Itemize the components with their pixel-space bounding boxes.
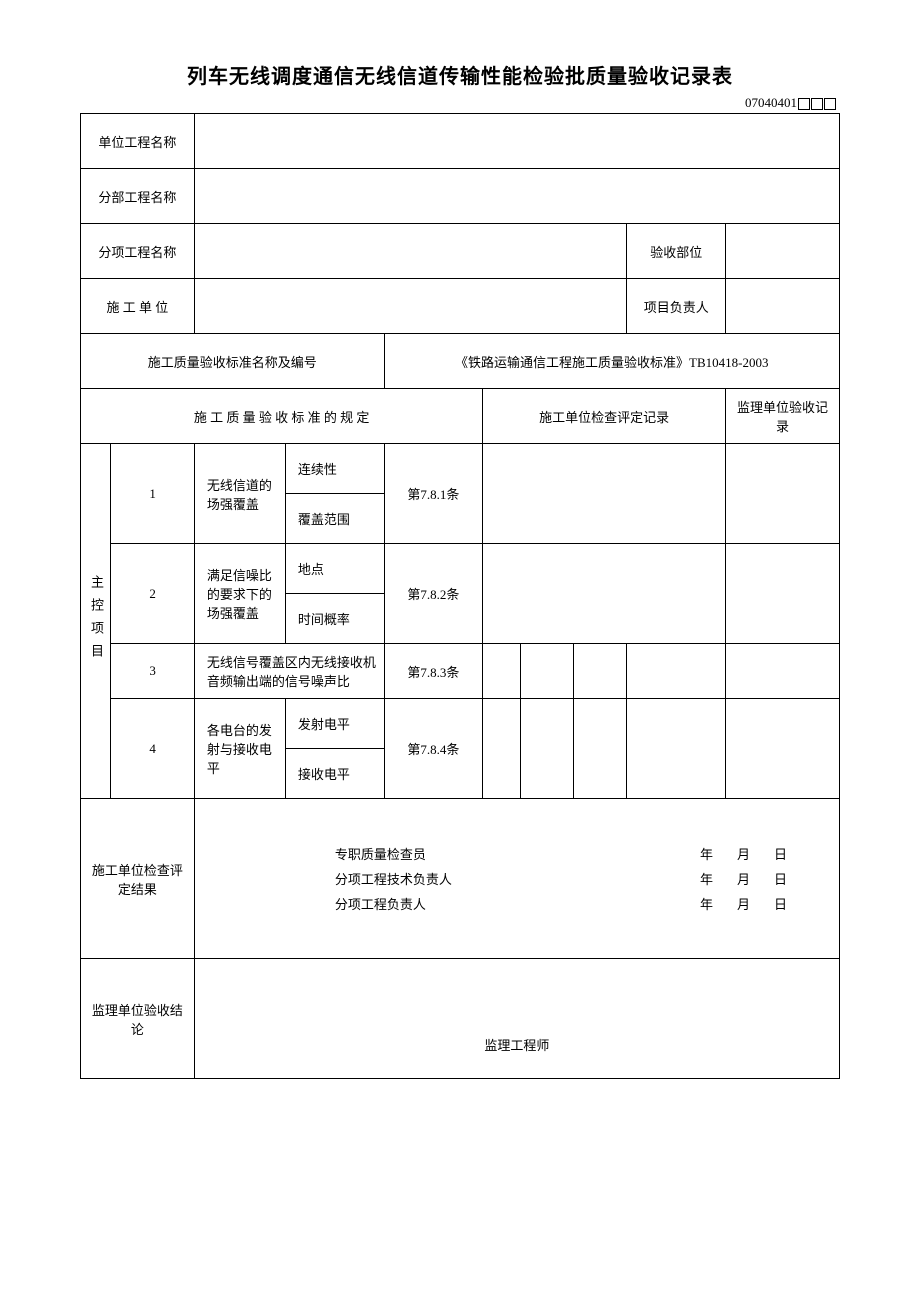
project-leader-value [726, 279, 840, 334]
project-manager-label: 分项工程负责人 [335, 894, 426, 913]
item-1-desc: 无线信道的场强覆盖 [194, 444, 285, 544]
item-2-sub2: 时间概率 [285, 594, 384, 644]
date-2: 年月日 [688, 869, 799, 888]
acceptance-unit-label: 验收部位 [627, 224, 726, 279]
item-project-value [194, 224, 627, 279]
item-project-label: 分项工程名称 [81, 224, 195, 279]
unit-project-value [194, 114, 839, 169]
supervision-record-header: 监理单位验收记录 [726, 389, 840, 444]
date-3: 年月日 [688, 894, 799, 913]
item-4-desc: 各电台的发射与接收电平 [194, 699, 285, 799]
supervision-engineer-label: 监理工程师 [484, 1038, 549, 1053]
inspection-table: 单位工程名称 分部工程名称 分项工程名称 验收部位 施 工 单 位 项目负责人 … [80, 113, 840, 1079]
item-4-sub2: 接收电平 [285, 749, 384, 799]
item-4-r4 [627, 699, 726, 799]
quality-inspector-label: 专职质量检查员 [335, 844, 426, 863]
checkbox-1 [798, 98, 810, 110]
item-1-num: 1 [111, 444, 194, 544]
form-code: 07040401 [80, 95, 840, 111]
item-3-r1 [483, 644, 521, 699]
sub-project-label: 分部工程名称 [81, 169, 195, 224]
item-4-sub1: 发射电平 [285, 699, 384, 749]
item-3-supervision [726, 644, 840, 699]
inspection-result-block: 专职质量检查员 年月日 分项工程技术负责人 年月日 分项工程负责人 年月日 [194, 799, 839, 959]
checkbox-2 [811, 98, 823, 110]
item-2-num: 2 [111, 544, 194, 644]
item-3-desc: 无线信号覆盖区内无线接收机音频输出端的信号噪声比 [194, 644, 384, 699]
construction-unit-label: 施 工 单 位 [81, 279, 195, 334]
standard-rules-header: 施 工 质 量 验 收 标 准 的 规 定 [81, 389, 483, 444]
item-2-supervision [726, 544, 840, 644]
construction-unit-value [194, 279, 627, 334]
item-3-clause: 第7.8.3条 [384, 644, 483, 699]
standard-value: 《铁路运输通信工程施工质量验收标准》TB10418-2003 [384, 334, 839, 389]
checkbox-3 [824, 98, 836, 110]
item-2-desc: 满足信噪比的要求下的场强覆盖 [194, 544, 285, 644]
item-1-clause: 第7.8.1条 [384, 444, 483, 544]
standard-name-label: 施工质量验收标准名称及编号 [81, 334, 385, 389]
item-2-sub1: 地点 [285, 544, 384, 594]
unit-project-label: 单位工程名称 [81, 114, 195, 169]
acceptance-unit-value [726, 224, 840, 279]
sub-project-value [194, 169, 839, 224]
item-1-sub2: 覆盖范围 [285, 494, 384, 544]
item-4-r2 [521, 699, 574, 799]
date-1: 年月日 [688, 844, 799, 863]
item-1-record [483, 444, 726, 544]
item-2-record [483, 544, 726, 644]
main-category: 主控项目 [81, 444, 111, 799]
form-code-text: 07040401 [745, 95, 797, 110]
document-title: 列车无线调度通信无线信道传输性能检验批质量验收记录表 [80, 60, 840, 89]
item-3-r2 [521, 644, 574, 699]
item-1-supervision [726, 444, 840, 544]
item-4-num: 4 [111, 699, 194, 799]
item-4-clause: 第7.8.4条 [384, 699, 483, 799]
tech-leader-label: 分项工程技术负责人 [335, 869, 452, 888]
project-leader-label: 项目负责人 [627, 279, 726, 334]
item-4-supervision [726, 699, 840, 799]
item-2-clause: 第7.8.2条 [384, 544, 483, 644]
supervision-conclusion-label: 监理单位验收结论 [81, 959, 195, 1079]
inspection-result-label: 施工单位检查评定结果 [81, 799, 195, 959]
item-3-num: 3 [111, 644, 194, 699]
item-3-r4 [627, 644, 726, 699]
item-4-r3 [574, 699, 627, 799]
item-4-r1 [483, 699, 521, 799]
item-3-r3 [574, 644, 627, 699]
item-1-sub1: 连续性 [285, 444, 384, 494]
inspection-record-header: 施工单位检查评定记录 [483, 389, 726, 444]
supervision-conclusion-block: 监理工程师 [194, 959, 839, 1079]
